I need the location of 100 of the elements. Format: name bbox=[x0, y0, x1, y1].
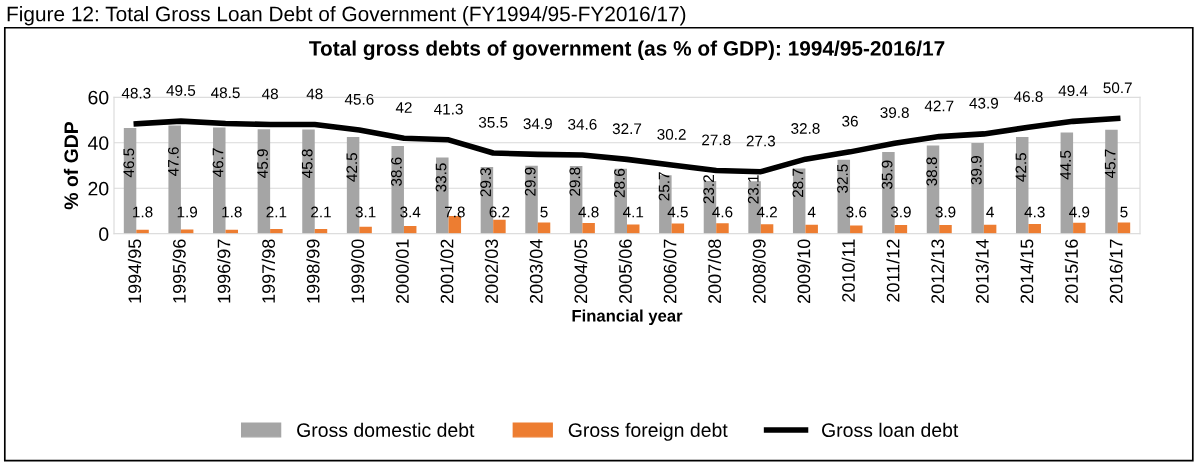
data-label: 29.9 bbox=[524, 167, 536, 196]
y-tick-label: 0 bbox=[99, 227, 109, 242]
data-label: 23.2 bbox=[703, 175, 715, 204]
data-label: 4.1 bbox=[622, 206, 644, 218]
bar bbox=[537, 222, 551, 234]
data-label: 27.3 bbox=[746, 135, 776, 147]
bar bbox=[1105, 129, 1118, 234]
data-label: 23.1 bbox=[747, 175, 759, 204]
caption: Figure 12: Total Gross Loan Debt of Government (FY1994/95-FY2016/17) bbox=[7, 6, 686, 26]
x-tick-label: 2005/06 bbox=[618, 239, 632, 304]
data-label: 36 bbox=[842, 115, 858, 127]
bar bbox=[1028, 224, 1041, 234]
data-label: 1.8 bbox=[133, 206, 153, 218]
x-tick-label: 2007/08 bbox=[707, 239, 722, 304]
x-tick-label: 2016/17 bbox=[1109, 239, 1123, 304]
data-label: 46.8 bbox=[1013, 91, 1043, 103]
data-label: 5 bbox=[540, 206, 548, 218]
y-tick-label: 40 bbox=[87, 136, 109, 150]
data-label: 29.8 bbox=[569, 167, 581, 196]
x-tick-label: 1995/96 bbox=[172, 239, 186, 303]
data-label: 4 bbox=[986, 206, 994, 218]
data-label: 47.6 bbox=[167, 147, 179, 176]
x-tick-label: 1998/99 bbox=[306, 239, 320, 303]
x-tick-label: 1999/00 bbox=[350, 239, 365, 303]
legend-label: Gross foreign debt bbox=[568, 422, 728, 441]
x-tick-label: 2002/03 bbox=[484, 239, 499, 304]
data-label: 3.9 bbox=[935, 206, 956, 218]
x-tick-label: 2006/07 bbox=[663, 239, 677, 304]
data-label: 4.6 bbox=[712, 206, 733, 218]
data-label: 45.6 bbox=[344, 93, 374, 105]
x-tick-label: 2015/16 bbox=[1064, 239, 1078, 304]
bar bbox=[971, 142, 984, 234]
data-label: 3.6 bbox=[846, 206, 867, 218]
x-tick-label: 1996/97 bbox=[217, 239, 231, 303]
bar bbox=[939, 224, 952, 234]
x-axis-title: Financial year bbox=[572, 309, 683, 326]
x-tick-label: 2009/10 bbox=[797, 239, 811, 304]
bar bbox=[525, 165, 538, 234]
data-label: 32.7 bbox=[612, 123, 642, 135]
data-label: 4.5 bbox=[667, 206, 688, 218]
data-label: 5 bbox=[1120, 206, 1128, 218]
bar bbox=[493, 219, 506, 234]
legend-label: Gross loan debt bbox=[822, 422, 959, 438]
data-label: 44.5 bbox=[1060, 150, 1071, 180]
y-tick-label: 20 bbox=[88, 181, 109, 196]
data-label: 48 bbox=[261, 88, 278, 100]
data-label: 7.8 bbox=[444, 206, 465, 218]
data-label: 46.5 bbox=[123, 148, 135, 178]
data-label: 4.8 bbox=[578, 206, 599, 218]
data-label: 3.1 bbox=[355, 206, 376, 218]
data-label: 4.9 bbox=[1069, 206, 1090, 218]
data-label: 27.8 bbox=[702, 134, 731, 146]
data-label: 45.8 bbox=[301, 149, 313, 178]
x-tick-label: 2008/09 bbox=[752, 239, 766, 304]
y-axis-title: % of GDP bbox=[63, 121, 79, 210]
data-label: 1.9 bbox=[177, 206, 198, 218]
data-label: 48.5 bbox=[211, 87, 240, 99]
data-label: 29.3 bbox=[480, 168, 492, 197]
y-tick-label: 60 bbox=[88, 90, 109, 105]
x-tick-label: 2012/13 bbox=[930, 239, 945, 304]
data-label: 42.7 bbox=[924, 100, 954, 112]
data-label: 28.6 bbox=[614, 168, 625, 198]
data-label: 2.1 bbox=[266, 206, 287, 218]
data-label: 39.8 bbox=[880, 107, 909, 118]
data-label: 43.9 bbox=[969, 97, 999, 109]
x-tick-label: 2014/15 bbox=[1020, 239, 1034, 304]
legend-label: Gross domestic debt bbox=[297, 422, 475, 438]
x-tick-label: 2011/12 bbox=[886, 239, 900, 302]
data-label: 48 bbox=[306, 88, 323, 100]
data-label: 42.5 bbox=[346, 153, 358, 182]
data-label: 41.3 bbox=[434, 103, 463, 115]
data-label: 48.3 bbox=[121, 87, 151, 99]
data-label: 32.5 bbox=[837, 164, 848, 193]
data-label: 49.4 bbox=[1058, 85, 1088, 97]
data-label: 46.7 bbox=[212, 148, 224, 177]
data-label: 35.5 bbox=[478, 116, 508, 128]
chart-title: Total gross debts of government (as % of GDP): 1994/95-2016/17 bbox=[309, 40, 945, 60]
x-tick-label: 1994/95 bbox=[127, 239, 142, 303]
x-tick-label: 2013/14 bbox=[975, 239, 989, 304]
x-tick-label: 2003/04 bbox=[529, 239, 543, 304]
data-label: 28.7 bbox=[792, 168, 804, 198]
data-label: 38.8 bbox=[926, 157, 938, 186]
data-label: 25.7 bbox=[658, 172, 670, 201]
data-label: 32.8 bbox=[791, 123, 820, 134]
data-label: 42.5 bbox=[1015, 153, 1027, 182]
x-tick-label: 2001/02 bbox=[440, 239, 454, 304]
bar bbox=[627, 224, 640, 234]
data-label: 45.9 bbox=[257, 149, 268, 178]
x-tick-label: 1997/98 bbox=[261, 239, 275, 303]
bar bbox=[582, 222, 595, 234]
data-label: 1.8 bbox=[222, 206, 242, 218]
bar bbox=[716, 223, 729, 234]
data-label: 3.4 bbox=[400, 206, 421, 218]
data-label: 6.2 bbox=[489, 206, 510, 218]
data-label: 2.1 bbox=[311, 206, 331, 218]
data-label: 38.6 bbox=[390, 157, 402, 186]
data-label: 34.6 bbox=[568, 118, 597, 130]
bar bbox=[1073, 222, 1086, 234]
data-label: 45.7 bbox=[1104, 149, 1116, 179]
data-label: 50.7 bbox=[1103, 82, 1132, 94]
